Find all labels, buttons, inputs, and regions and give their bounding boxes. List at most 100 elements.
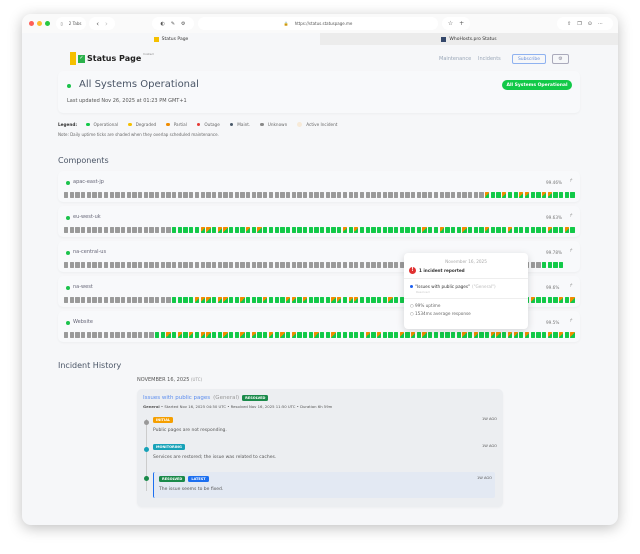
uptime-day-bar[interactable] — [348, 192, 353, 198]
uptime-day-bar[interactable] — [251, 332, 257, 338]
uptime-day-bar[interactable] — [371, 297, 376, 303]
uptime-day-bar[interactable] — [155, 262, 160, 268]
uptime-day-bar[interactable] — [399, 192, 404, 198]
expand-icon[interactable]: ↱ — [569, 248, 574, 254]
uptime-day-bar[interactable] — [388, 297, 393, 303]
uptime-day-bar[interactable] — [297, 192, 302, 198]
uptime-day-bar[interactable] — [109, 297, 114, 303]
uptime-day-bar[interactable] — [285, 262, 291, 268]
uptime-day-bar[interactable] — [257, 192, 262, 198]
uptime-day-bar[interactable] — [263, 297, 268, 303]
expand-icon[interactable]: ↱ — [569, 318, 574, 324]
uptime-day-bar[interactable] — [337, 262, 342, 268]
uptime-day-bar[interactable] — [69, 332, 74, 338]
uptime-day-bar[interactable] — [524, 332, 530, 338]
uptime-day-bar[interactable] — [115, 192, 120, 198]
uptime-day-bar[interactable] — [155, 332, 160, 338]
uptime-day-bar[interactable] — [325, 192, 331, 198]
uptime-day-bar[interactable] — [405, 332, 410, 338]
expand-icon[interactable]: ↱ — [569, 283, 574, 289]
uptime-day-bar[interactable] — [365, 297, 370, 303]
uptime-day-bar[interactable] — [331, 262, 336, 268]
uptime-day-bar[interactable] — [229, 227, 234, 233]
uptime-day-bar[interactable] — [200, 192, 205, 198]
uptime-day-bar[interactable] — [64, 297, 69, 303]
uptime-day-bar[interactable] — [485, 332, 490, 338]
uptime-day-bar[interactable] — [149, 297, 154, 303]
uptime-day-bar[interactable] — [354, 297, 359, 303]
uptime-day-bar[interactable] — [223, 227, 228, 233]
uptime-day-bar[interactable] — [416, 192, 422, 198]
uptime-day-bar[interactable] — [109, 192, 114, 198]
uptime-day-bar[interactable] — [314, 227, 319, 233]
uptime-day-bar[interactable] — [530, 297, 535, 303]
uptime-day-bar[interactable] — [137, 332, 143, 338]
uptime-day-bar[interactable] — [519, 192, 524, 198]
uptime-day-bar[interactable] — [519, 332, 524, 338]
uptime-day-bar[interactable] — [376, 297, 382, 303]
uptime-day-bar[interactable] — [240, 262, 245, 268]
uptime-day-bar[interactable] — [285, 227, 291, 233]
uptime-day-bar[interactable] — [507, 227, 513, 233]
uptime-day-bar[interactable] — [547, 297, 552, 303]
uptime-day-bar[interactable] — [564, 332, 570, 338]
uptime-day-bar[interactable] — [263, 332, 268, 338]
uptime-day-bar[interactable] — [450, 227, 456, 233]
uptime-day-bar[interactable] — [189, 192, 194, 198]
tab-status-page[interactable]: Status Page — [22, 33, 320, 45]
incident-title-link[interactable]: Issues with public pages — [143, 395, 211, 401]
uptime-day-bar[interactable] — [291, 227, 296, 233]
uptime-day-bar[interactable] — [376, 262, 382, 268]
uptime-day-bar[interactable] — [536, 297, 541, 303]
uptime-day-bar[interactable] — [137, 227, 143, 233]
uptime-day-bar[interactable] — [496, 332, 501, 338]
uptime-day-bar[interactable] — [183, 227, 188, 233]
uptime-day-bar[interactable] — [331, 297, 336, 303]
tooltip-incident-title[interactable]: "Issues with public pages" — [415, 284, 470, 289]
uptime-day-bar[interactable] — [274, 262, 279, 268]
uptime-day-bar[interactable] — [302, 332, 308, 338]
uptime-day-bar[interactable] — [530, 227, 535, 233]
uptime-day-bar[interactable] — [445, 192, 450, 198]
uptime-day-bar[interactable] — [416, 332, 422, 338]
uptime-day-bar[interactable] — [143, 227, 148, 233]
uptime-day-bar[interactable] — [325, 297, 331, 303]
uptime-day-bar[interactable] — [172, 227, 177, 233]
back-icon[interactable]: ‹ — [96, 19, 99, 28]
uptime-day-bar[interactable] — [371, 227, 376, 233]
uptime-day-bar[interactable] — [490, 332, 496, 338]
uptime-day-bar[interactable] — [354, 332, 359, 338]
uptime-day-bar[interactable] — [547, 227, 552, 233]
uptime-day-bar[interactable] — [81, 192, 86, 198]
uptime-day-bar[interactable] — [553, 262, 558, 268]
uptime-day-bar[interactable] — [553, 192, 558, 198]
uptime-day-bar[interactable] — [536, 262, 541, 268]
uptime-day-bar[interactable] — [81, 332, 86, 338]
uptime-day-bar[interactable] — [211, 297, 217, 303]
uptime-day-bar[interactable] — [257, 297, 262, 303]
uptime-day-bar[interactable] — [354, 227, 359, 233]
uptime-day-bar[interactable] — [513, 332, 518, 338]
uptime-day-bar[interactable] — [217, 192, 222, 198]
uptime-day-bar[interactable] — [331, 332, 336, 338]
uptime-day-bar[interactable] — [411, 332, 416, 338]
uptime-day-bar[interactable] — [462, 192, 467, 198]
uptime-day-bar[interactable] — [246, 262, 251, 268]
uptime-day-bar[interactable] — [143, 192, 148, 198]
uptime-day-bar[interactable] — [302, 227, 308, 233]
uptime-day-bar[interactable] — [564, 227, 570, 233]
uptime-day-bar[interactable] — [120, 227, 126, 233]
uptime-day-bar[interactable] — [399, 297, 404, 303]
uptime-day-bar[interactable] — [251, 297, 257, 303]
uptime-day-bar[interactable] — [120, 332, 126, 338]
uptime-day-bar[interactable] — [217, 332, 222, 338]
uptime-day-bar[interactable] — [496, 192, 501, 198]
uptime-day-bar[interactable] — [394, 262, 399, 268]
uptime-day-bar[interactable] — [280, 262, 285, 268]
uptime-day-bar[interactable] — [149, 262, 154, 268]
uptime-day-bar[interactable] — [280, 297, 285, 303]
uptime-day-bar[interactable] — [64, 262, 69, 268]
uptime-day-bar[interactable] — [297, 262, 302, 268]
uptime-day-bar[interactable] — [98, 227, 103, 233]
uptime-day-bar[interactable] — [98, 332, 103, 338]
